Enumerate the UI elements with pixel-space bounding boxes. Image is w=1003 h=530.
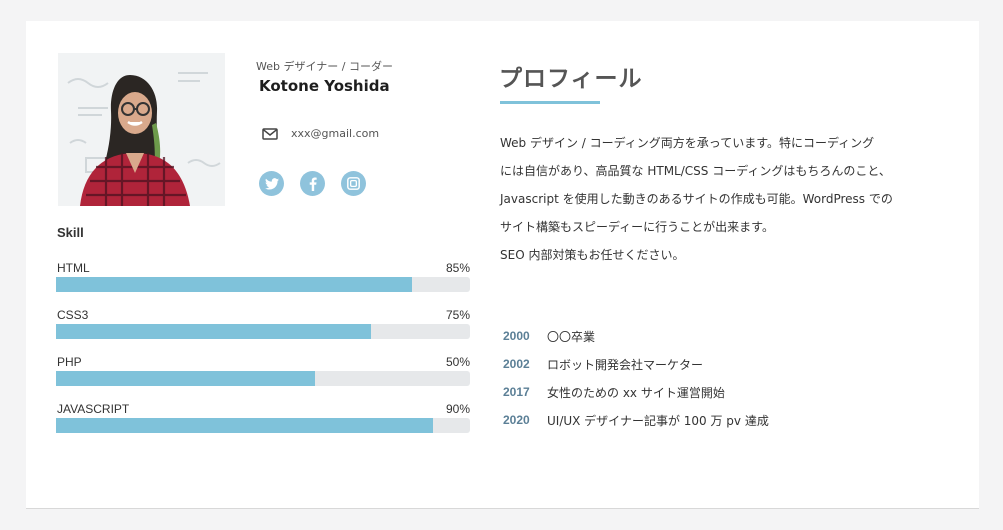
social-links — [259, 171, 382, 196]
skill-item: PHP 50% — [56, 355, 470, 402]
bio-line: には自信があり、高品質な HTML/CSS コーディングはもちろんのこと、 — [500, 164, 891, 178]
skill-bar-fill — [56, 418, 433, 433]
skill-name: CSS3 — [57, 308, 89, 322]
skill-item: CSS3 75% — [56, 308, 470, 355]
history-year: 2000 — [503, 329, 530, 343]
history-year: 2020 — [503, 413, 530, 427]
history-text: ロボット開発会社マーケター — [547, 357, 704, 372]
skill-bar-track — [56, 324, 470, 339]
skill-bar-track — [56, 277, 470, 292]
heading-underline — [500, 101, 600, 104]
history-item: 2002 ロボット開発会社マーケター — [503, 350, 769, 378]
facebook-icon[interactable] — [300, 171, 325, 196]
history-year: 2017 — [503, 385, 530, 399]
email-row[interactable]: xxx@gmail.com — [262, 127, 379, 140]
job-title: Web デザイナー / コーダー — [256, 60, 393, 73]
profile-heading: プロフィール — [499, 66, 643, 92]
history-text: 女性のための xx サイト運営開始 — [547, 385, 725, 400]
bio-line: サイト構築もスピーディーに行うことが出来ます。 — [500, 220, 774, 234]
skill-item: JAVASCRIPT 90% — [56, 402, 470, 449]
history-item: 2000 〇〇卒業 — [503, 322, 769, 350]
history-year: 2002 — [503, 357, 530, 371]
history-item: 2017 女性のための xx サイト運営開始 — [503, 378, 769, 406]
mail-icon — [262, 127, 278, 140]
history-list: 2000 〇〇卒業 2002 ロボット開発会社マーケター 2017 女性のための… — [503, 322, 769, 434]
twitter-icon[interactable] — [259, 171, 284, 196]
history-item: 2020 UI/UX デザイナー記事が 100 万 pv 達成 — [503, 406, 769, 434]
profile-card: Web デザイナー / コーダー Kotone Yoshida xxx@gmai… — [26, 21, 979, 509]
skill-name: HTML — [57, 261, 90, 275]
skill-name: PHP — [57, 355, 82, 369]
skill-bar-fill — [56, 324, 371, 339]
skill-bar-track — [56, 418, 470, 433]
bio-line: Javascript を使用した動きのあるサイトの作成も可能。WordPress… — [500, 192, 893, 206]
bio-line: Web デザイン / コーディング両方を承っています。特にコーディング — [500, 136, 875, 150]
skill-bar-fill — [56, 277, 413, 292]
instagram-icon[interactable] — [341, 171, 366, 196]
skill-name: JAVASCRIPT — [57, 402, 130, 416]
skill-bar-track — [56, 371, 470, 386]
skill-list: HTML 85% CSS3 75% PHP 50% JAVASCRIPT 90% — [56, 261, 470, 449]
skill-percent: 50% — [445, 355, 470, 369]
bio-text: Web デザイン / コーディング両方を承っています。特にコーディング には自信… — [500, 129, 940, 269]
skill-percent: 75% — [445, 308, 470, 322]
skill-item: HTML 85% — [56, 261, 470, 308]
skill-percent: 85% — [445, 261, 470, 275]
skill-percent: 90% — [445, 402, 470, 416]
email-address[interactable]: xxx@gmail.com — [291, 127, 380, 140]
bio-line: SEO 内部対策もお任せください。 — [500, 248, 685, 262]
history-text: UI/UX デザイナー記事が 100 万 pv 達成 — [547, 413, 769, 428]
profile-name: Kotone Yoshida — [259, 77, 390, 95]
skill-bar-fill — [56, 371, 315, 386]
profile-photo — [58, 53, 225, 206]
skill-section-title: Skill — [57, 225, 84, 240]
history-text: 〇〇卒業 — [547, 329, 596, 344]
